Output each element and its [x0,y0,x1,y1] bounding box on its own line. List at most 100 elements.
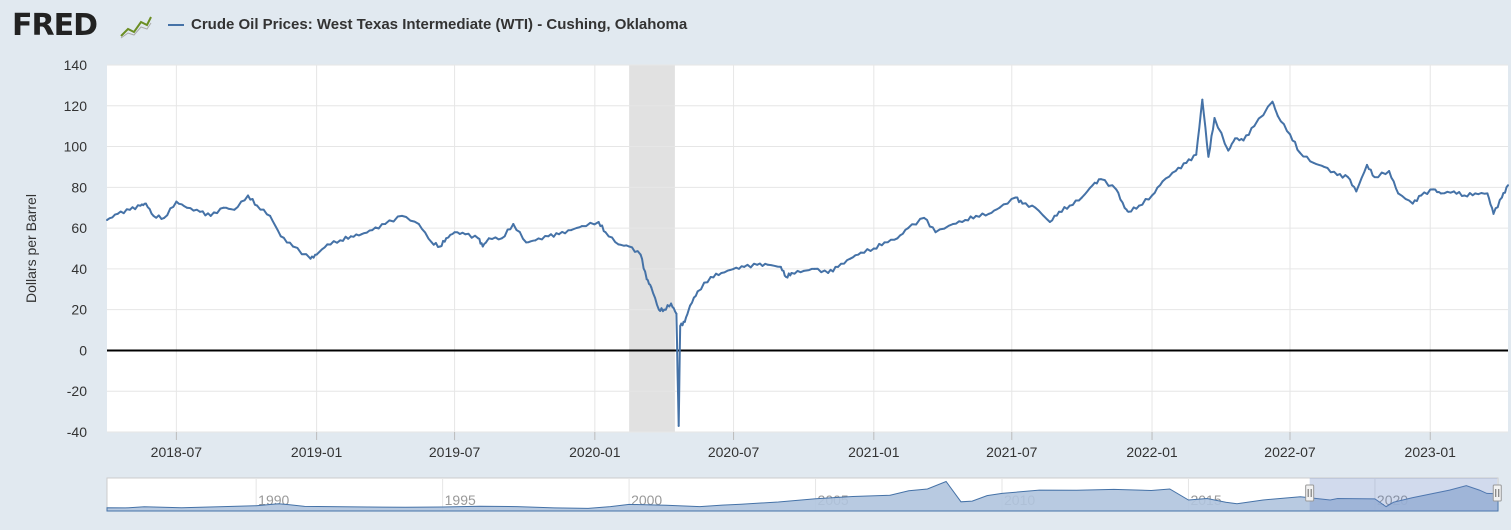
data-point [639,253,642,256]
data-point [645,278,648,281]
data-point [558,233,561,236]
fred-logo[interactable]: FRED [12,8,98,43]
navigator-year-label: 2000 [631,492,662,508]
data-point [617,243,620,246]
navigator-year-label: 1995 [445,492,476,508]
y-tick-label: 80 [71,179,87,195]
data-point [907,227,910,230]
data-point [1213,117,1216,120]
x-tick-label: 2019-01 [291,444,343,460]
data-point [128,208,131,211]
data-point [1080,196,1083,199]
navigator-handle[interactable] [1305,484,1315,502]
data-point [813,267,816,270]
data-point [222,206,225,209]
data-point [1227,149,1230,152]
data-point [384,223,387,226]
data-point [453,231,456,234]
data-point [487,237,490,240]
y-tick-label: 120 [64,98,88,114]
data-point [1288,133,1291,136]
data-point [1507,184,1509,187]
data-point [628,245,631,248]
data-point [1474,192,1477,195]
data-point [732,267,735,270]
legend[interactable]: Crude Oil Prices: West Texas Intermediat… [168,16,687,33]
data-point [209,214,212,217]
data-point [934,231,937,234]
data-point [163,216,166,219]
data-point [1138,204,1141,207]
data-point [696,290,699,293]
data-point [116,212,119,215]
chart-line-icon [119,12,153,40]
x-tick-label: 2022-07 [1264,444,1316,460]
data-point [1115,188,1118,191]
data-point [1151,194,1154,197]
data-point [679,324,682,327]
y-axis-title: Dollars per Barrel [23,194,39,303]
data-point [923,216,926,219]
recession-bands [629,65,675,432]
data-point [802,269,805,272]
data-point [650,286,653,289]
data-point [291,245,294,248]
y-tick-label: 60 [71,220,87,236]
x-tick-label: 2021-01 [848,444,900,460]
data-point [1312,161,1315,164]
data-point [785,276,788,279]
data-point [1276,114,1279,117]
data-point [883,241,886,244]
data-point [849,257,852,260]
data-point [779,265,782,268]
data-point [952,223,955,226]
data-point [1323,165,1326,168]
data-point [1161,180,1164,183]
data-point [106,218,108,221]
navigator-handle[interactable] [1492,484,1502,502]
data-point [1091,184,1094,187]
data-point [1195,153,1198,156]
data-point [1174,170,1177,173]
data-point [512,223,515,226]
data-point [836,265,839,268]
y-tick-label: -20 [67,383,87,399]
x-tick-label: 2019-07 [429,444,481,460]
data-point [269,214,272,217]
y-tick-label: 0 [79,342,87,358]
data-point [689,304,692,307]
data-point [872,247,875,250]
x-tick-label: 2021-07 [986,444,1038,460]
data-point [1207,155,1210,158]
data-point [1411,202,1414,205]
data-point [1439,192,1442,195]
plot-area[interactable] [107,65,1508,432]
data-point [1346,176,1349,179]
x-tick-label: 2022-01 [1126,444,1178,460]
data-point [481,245,484,248]
data-point [256,204,259,207]
x-tick-label: 2023-01 [1405,444,1457,460]
legend-label: Crude Oil Prices: West Texas Intermediat… [191,16,688,33]
data-point [1242,139,1245,142]
data-point [1463,194,1466,197]
navigator[interactable]: 1990199520002005201020152020 [106,477,1502,512]
data-point [371,229,374,232]
data-point [756,263,759,266]
navigator-selection[interactable] [1309,478,1498,511]
data-point [315,253,318,256]
data-point [896,237,899,240]
data-point [1388,170,1391,173]
data-point [743,265,746,268]
data-point [1397,192,1400,195]
data-point [326,243,329,246]
navigator-area [106,480,1499,512]
data-point [233,208,236,211]
y-axis-tick-labels: 140 120 100 80 60 40 20 0 -20 -40 [64,57,88,440]
data-point [1420,194,1423,197]
legend-swatch [168,23,184,26]
data-point [464,233,467,236]
data-point [417,223,420,226]
data-point [309,257,312,260]
